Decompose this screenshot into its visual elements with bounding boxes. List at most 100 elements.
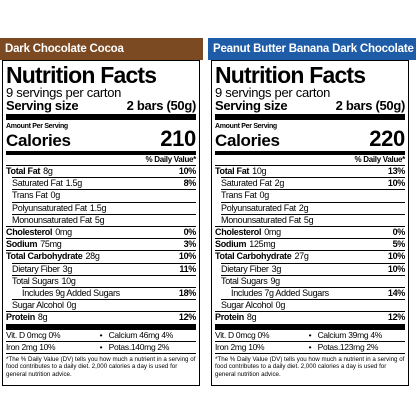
serving-size-label: Serving size <box>6 98 79 113</box>
nutrient-dv: 10% <box>387 251 405 262</box>
nutrient-label: Includes 7g Added Sugars <box>231 288 329 299</box>
servings: 9 servings per carton <box>215 85 331 100</box>
nutrient-amount: 10g <box>61 275 76 286</box>
nutrient-label: Protein <box>215 312 244 323</box>
label-title: Nutrition Facts <box>215 62 366 88</box>
mineral: Iron 2mg 10% <box>6 341 56 352</box>
calories-value: 220 <box>369 126 405 151</box>
nutrient-dv: 11% <box>179 263 196 274</box>
nutrient-amount: 8g <box>43 166 53 176</box>
bullet: • <box>308 341 312 352</box>
nutrient-dv: 3% <box>183 239 197 250</box>
nutrient-row: Dietary Fiber 3g 10% <box>221 262 405 275</box>
nutrient-amount: 3g <box>62 263 73 274</box>
nutrient-label: Cholesterol <box>6 227 53 238</box>
mineral: Potas.123mg 2% <box>317 341 379 352</box>
nutrient-label: Total Carbohydrate <box>6 251 83 262</box>
nutrient-row: Cholesterol 0mg 0% <box>6 226 196 238</box>
nutrient-row: Dietary Fiber 3g 11% <box>12 262 196 275</box>
nutrient-row: Trans Fat 0g <box>12 189 196 201</box>
mineral: Vit. D 0mcg 0% <box>215 329 270 340</box>
nutrient-label: Sugar Alcohol <box>221 300 273 311</box>
nutrition-label: Nutrition Facts 9 servings per carton Serv… <box>211 60 409 386</box>
mineral: Calcium 39mg 4% <box>317 329 383 340</box>
nutrient-amount: 8g <box>37 312 48 323</box>
nutrient-label: Total Sugars <box>12 275 59 286</box>
nutrient-row: Polyunsaturated Fat 1.5g <box>12 201 196 214</box>
nutrient-dv: 13% <box>387 166 405 176</box>
serving-size: Serving size 2 bars (50g) <box>215 99 405 120</box>
nutrient-row: Cholesterol 0mg 0% <box>215 226 405 238</box>
nutrient-row: Monounsaturated Fat 5g <box>12 213 196 226</box>
nutrient-label: Polyunsaturated Fat <box>12 202 87 213</box>
nutrient-row: Protein 8g 12% <box>6 311 196 330</box>
nutrient-row: Total Carbohydrate 27g 10% <box>215 250 405 262</box>
nutrient-amount: 2g <box>298 202 309 213</box>
bullet: • <box>99 341 103 352</box>
calories-value: 210 <box>160 126 196 151</box>
mineral-row: Iron 2mg 10% • Potas.123mg 2% <box>215 342 405 354</box>
mineral: Potas.140mg 2% <box>108 341 170 352</box>
mineral-row: Iron 2mg 10% • Potas.140mg 2% <box>6 342 196 354</box>
nutrient-row: Total Carbohydrate 28g 10% <box>6 250 196 262</box>
nutrient-amount: 28g <box>85 251 100 262</box>
nutrient-amount: 1.5g <box>89 202 107 213</box>
nutrient-amount: 0g <box>259 190 269 201</box>
nutrient-dv: 18% <box>178 288 196 299</box>
nutrient-row: Sodium 125mg 5% <box>215 238 405 250</box>
nutrient-amount: 2g <box>274 178 285 189</box>
nutrient-row: Total Fat 8g 10% <box>6 165 196 177</box>
nutrient-row: Protein 8g 12% <box>215 311 405 330</box>
nutrient-label: Sodium <box>6 239 38 250</box>
footnote: *The % Daily Value (DV) tells you how mu… <box>6 355 196 378</box>
nutrient-label: Dietary Fiber <box>221 263 269 274</box>
nutrient-row: Includes 9g Added Sugars 18% <box>22 287 196 299</box>
nutrient-amount: 0mg <box>55 227 72 238</box>
nutrient-dv: 10% <box>178 251 196 262</box>
calories-label: Calories <box>6 131 71 150</box>
nutrient-label: Saturated Fat <box>221 178 272 189</box>
nutrient-dv: 10% <box>387 178 405 189</box>
dv-header: % Daily Value* <box>354 155 406 164</box>
nutrient-amount: 5g <box>94 214 105 225</box>
nutrient-label: Total Sugars <box>221 275 268 286</box>
nutrient-label: Total Fat <box>215 166 250 176</box>
nutrient-label: Includes 9g Added Sugars <box>22 288 120 299</box>
serving-size: Serving size 2 bars (50g) <box>6 99 196 120</box>
nutrient-row: Polyunsaturated Fat 2g <box>221 201 405 214</box>
nutrient-row: Sugar Alcohol 0g <box>221 299 405 311</box>
nutrient-row: Includes 7g Added Sugars 14% <box>231 287 405 299</box>
nutrient-row: Monounsaturated Fat 5g <box>221 213 405 226</box>
product-header: Peanut Butter Banana Dark Chocolate <box>208 38 416 60</box>
nutrient-label: Total Carbohydrate <box>215 251 292 262</box>
nutrient-label: Cholesterol <box>215 227 262 238</box>
nutrient-row: Trans Fat 0g <box>221 189 405 201</box>
nutrient-label: Sodium <box>215 239 247 250</box>
dv-header: % Daily Value* <box>145 155 197 164</box>
amount-per-serving: Amount Per Serving <box>215 123 277 130</box>
nutrient-row: Sodium 75mg 3% <box>6 238 196 250</box>
nutrient-dv: 8% <box>183 178 197 189</box>
nutrient-amount: 0mg <box>264 227 281 238</box>
nutrient-dv: 12% <box>387 312 405 323</box>
nutrient-row: Total Sugars 10g <box>12 274 196 287</box>
calories: Calories 210 <box>6 126 196 155</box>
nutrient-row: Total Sugars 9g <box>221 274 405 287</box>
nutrient-amount: 27g <box>294 251 309 262</box>
nutrition-label: Nutrition Facts 9 servings per carton Serv… <box>2 60 200 386</box>
nutrient-amount: 0g <box>66 300 77 311</box>
nutrient-dv: 12% <box>178 312 196 323</box>
nutrient-amount: 0g <box>50 190 60 201</box>
mineral-row: Vit. D 0mcg 0% • Calcium 39mg 4% <box>215 330 405 342</box>
nutrient-row: Saturated Fat 1.5g 8% <box>12 177 196 189</box>
mineral: Iron 2mg 10% <box>215 341 265 352</box>
nutrient-row: Saturated Fat 2g 10% <box>221 177 405 189</box>
nutrient-label: Trans Fat <box>221 190 257 201</box>
nutrient-dv: 10% <box>178 166 196 176</box>
mineral-row: Vit. D 0mcg 0% • Calcium 46mg 4% <box>6 330 196 342</box>
mineral: Vit. D 0mcg 0% <box>6 329 61 340</box>
nutrient-amount: 5g <box>303 214 314 225</box>
nutrient-amount: 10g <box>252 166 267 176</box>
nutrient-amount: 9g <box>270 275 280 286</box>
nutrient-label: Monounsaturated Fat <box>12 214 92 225</box>
